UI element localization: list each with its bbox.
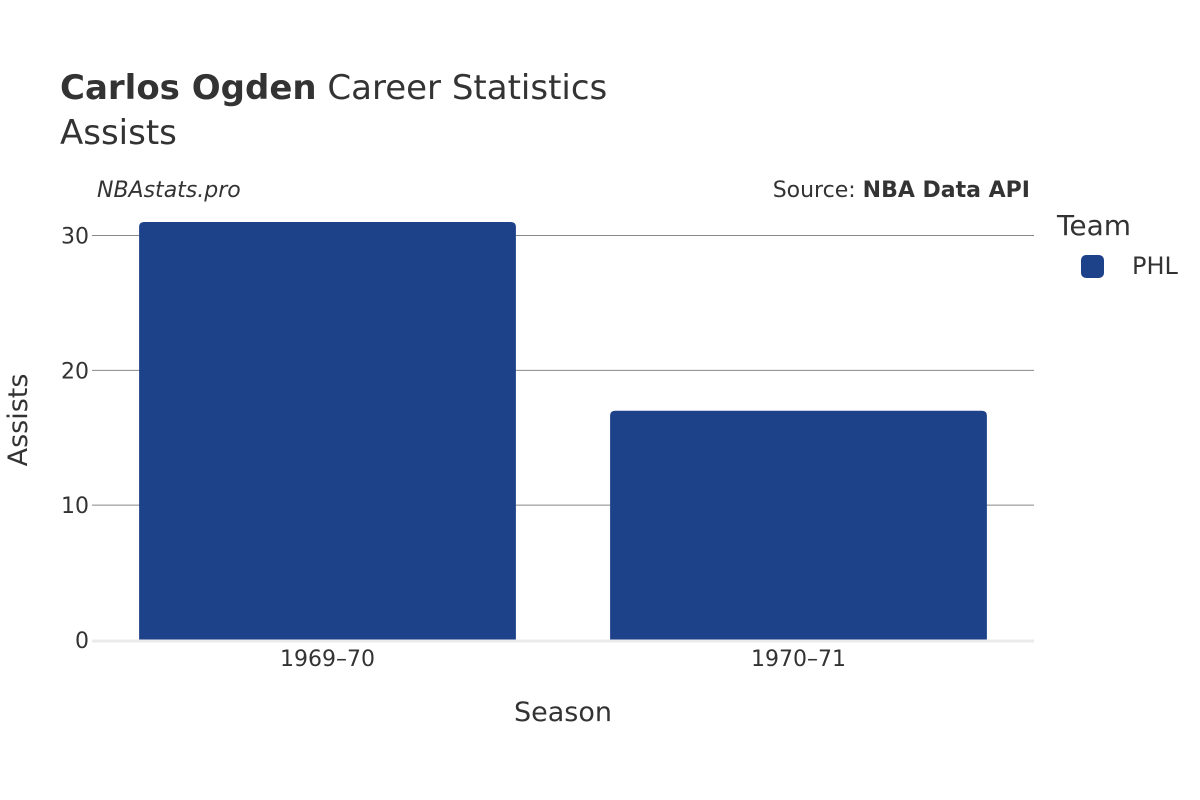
legend-item-phl[interactable]: PHL xyxy=(1081,252,1178,280)
y-tick-label: 0 xyxy=(75,629,89,654)
title-suffix: Career Statistics xyxy=(316,68,608,108)
y-tick-label: 10 xyxy=(61,494,89,519)
x-tick-label: 1970–71 xyxy=(751,647,846,672)
y-tick-label: 30 xyxy=(61,224,89,249)
x-axis-title: Season xyxy=(514,697,612,728)
chart-subtitle: Assists xyxy=(60,113,177,153)
watermark: NBAstats.pro xyxy=(97,178,241,203)
bar xyxy=(610,410,987,640)
legend-swatch xyxy=(1081,254,1104,278)
source-prefix: Source: xyxy=(772,178,863,203)
legend-title: Team xyxy=(1057,209,1132,242)
chart-title: Carlos Ogden Career Statistics xyxy=(60,68,607,108)
legend-label: PHL xyxy=(1132,252,1178,280)
source-name: NBA Data API xyxy=(862,178,1030,203)
y-tick-label: 20 xyxy=(61,359,89,384)
player-name: Carlos Ogden xyxy=(60,68,317,108)
bar xyxy=(139,222,516,640)
x-tick-label: 1969–70 xyxy=(280,647,375,672)
source-credit: Source: NBA Data API xyxy=(773,178,1030,203)
y-axis-title: Assists xyxy=(3,374,34,467)
